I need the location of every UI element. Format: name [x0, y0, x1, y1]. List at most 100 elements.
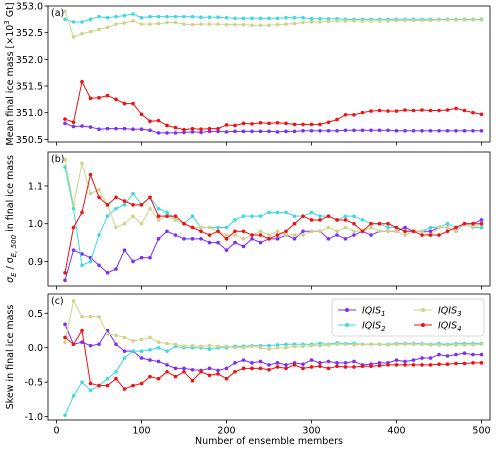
data-point [173, 125, 178, 130]
series-iqis4 [63, 79, 484, 132]
data-point [71, 342, 76, 347]
data-point [114, 126, 118, 131]
data-point [394, 109, 399, 113]
data-point [309, 20, 314, 24]
y-tick-label: -0.5 [24, 378, 43, 389]
data-point [105, 93, 110, 98]
data-point [80, 328, 84, 333]
data-point [88, 172, 93, 177]
data-point [199, 344, 203, 349]
x-tick-label: 200 [217, 426, 235, 437]
series-line [64, 329, 482, 390]
data-point [250, 214, 254, 218]
data-point [165, 363, 169, 367]
y-tick-label: 0.9 [28, 257, 43, 268]
data-point [131, 383, 135, 388]
panel-c: -1.0 -0.5 0.0 0.5 0 100 200 300 400 500 (c) Skew in… [5, 293, 491, 437]
data-point [454, 229, 458, 234]
data-point [224, 225, 229, 230]
data-point [386, 225, 390, 230]
data-point [148, 255, 152, 260]
series-line [64, 219, 482, 281]
data-point [420, 342, 424, 347]
data-point [403, 18, 407, 23]
data-point [233, 129, 237, 134]
data-point [343, 225, 348, 230]
data-point [97, 187, 101, 192]
data-point [105, 203, 110, 207]
data-point [411, 358, 416, 362]
data-point [428, 343, 433, 347]
data-point [131, 214, 135, 218]
data-point [258, 345, 263, 350]
data-point [207, 343, 212, 348]
data-point [343, 237, 348, 241]
data-point [165, 229, 169, 234]
data-point [139, 127, 144, 131]
data-point [207, 233, 212, 237]
data-point [318, 343, 322, 348]
data-point [309, 343, 314, 348]
data-point [292, 21, 297, 26]
data-point [241, 244, 246, 249]
data-point [275, 22, 280, 27]
data-point [241, 229, 246, 234]
data-point [233, 218, 237, 222]
data-point [182, 130, 186, 135]
data-point [462, 351, 467, 356]
data-point [233, 22, 237, 27]
data-point [343, 361, 348, 365]
data-point [216, 225, 220, 230]
data-point [411, 229, 416, 234]
data-point [428, 356, 433, 360]
y-axis-label: Mean final ice mass [×103 Gt] [3, 2, 16, 145]
data-point [233, 345, 237, 350]
series-iqis3 [63, 157, 484, 241]
data-point [377, 221, 382, 226]
data-point [309, 17, 314, 21]
data-point [369, 221, 373, 226]
data-point [479, 18, 484, 22]
series-iqis1 [63, 218, 484, 283]
data-point [63, 335, 67, 340]
panel-b: 0.9 1.0 1.1 (b) σE / σE, 500 in final ice ma… [5, 151, 491, 290]
data-point [97, 195, 101, 200]
data-point [360, 218, 365, 222]
data-point [224, 366, 229, 371]
plot-frame [47, 293, 491, 421]
data-point [173, 342, 178, 347]
data-point [156, 345, 161, 350]
data-point [403, 363, 407, 367]
data-point [292, 221, 297, 226]
y-tick-label: 350.5 [16, 135, 43, 146]
data-point [267, 23, 271, 28]
data-point [199, 237, 203, 241]
data-point [71, 35, 76, 39]
data-point [148, 358, 152, 362]
data-point [275, 345, 280, 350]
data-point [479, 225, 484, 230]
data-point [71, 120, 76, 125]
data-point [275, 233, 280, 237]
data-point [335, 117, 339, 122]
data-point [403, 129, 407, 133]
data-point [403, 233, 407, 237]
data-point [403, 359, 407, 364]
data-point [114, 14, 118, 19]
data-point [97, 127, 101, 131]
data-point [258, 233, 263, 237]
data-point [122, 13, 127, 18]
data-point [71, 225, 76, 230]
series-iqis1 [63, 121, 484, 135]
data-point [343, 342, 348, 347]
y-tick-label: 353.0 [16, 2, 43, 13]
data-point [352, 233, 356, 237]
data-point [479, 342, 484, 347]
data-point [275, 229, 280, 234]
data-point [97, 383, 101, 388]
data-point [318, 129, 322, 133]
series-line [64, 122, 482, 134]
y-axis-label: Skew in final ice mass [5, 305, 16, 410]
legend-entry-iqis4: IQIS4 [414, 321, 462, 333]
data-point [394, 225, 399, 230]
